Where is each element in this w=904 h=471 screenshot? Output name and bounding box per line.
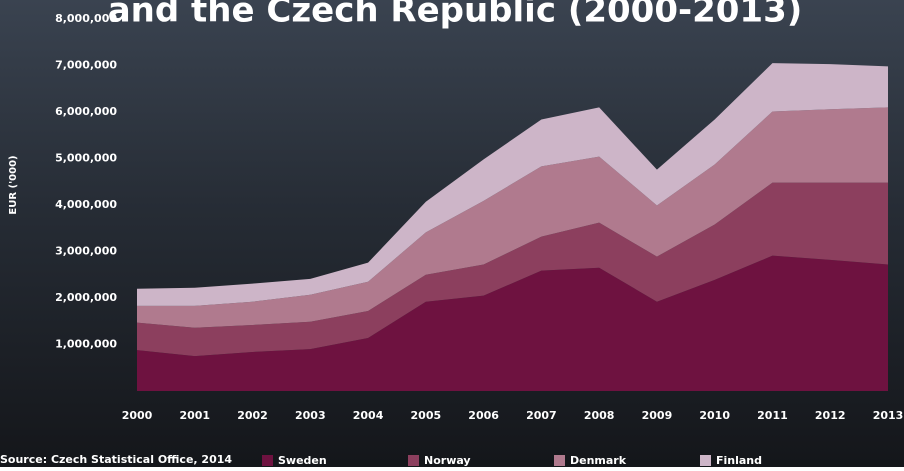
legend-swatch — [554, 455, 565, 466]
x-tick-label: 2010 — [699, 409, 730, 422]
legend-swatch — [262, 455, 273, 466]
y-tick-label: 2,000,000 — [55, 291, 117, 304]
x-tick-label: 2002 — [237, 409, 268, 422]
y-tick-label: 5,000,000 — [55, 152, 117, 165]
x-tick-label: 2013 — [873, 409, 904, 422]
x-tick-label: 2005 — [411, 409, 442, 422]
page: {"chart_data": {"type": "stacked-area", … — [0, 0, 904, 467]
legend-label: Finland — [716, 454, 762, 467]
x-tick-label: 2008 — [584, 409, 615, 422]
x-tick-label: 2004 — [353, 409, 384, 422]
chart: and the Czech Republic (2000-2013) EUR (… — [0, 0, 904, 467]
x-tick-label: 2003 — [295, 409, 326, 422]
legend-label: Sweden — [278, 454, 327, 467]
source: Source: Czech Statistical Office, 2014 — [0, 453, 232, 466]
x-tick-label: 2007 — [526, 409, 557, 422]
legend-label: Denmark — [570, 454, 627, 467]
y-axis-title: EUR ('000) — [8, 155, 19, 214]
legend-swatch — [408, 455, 419, 466]
y-tick-label: 4,000,000 — [55, 198, 117, 211]
x-tick-label: 2001 — [179, 409, 210, 422]
y-tick-label: 6,000,000 — [55, 105, 117, 118]
x-tick-label: 2011 — [757, 409, 788, 422]
x-tick-label: 2012 — [815, 409, 846, 422]
x-tick-label: 2000 — [122, 409, 153, 422]
y-tick-label: 8,000,000 — [55, 12, 117, 25]
legend-swatch — [700, 455, 711, 466]
x-tick-label: 2006 — [468, 409, 499, 422]
y-tick-label: 3,000,000 — [55, 245, 117, 258]
y-tick-label: 1,000,000 — [55, 338, 117, 351]
y-tick-label: 7,000,000 — [55, 59, 117, 72]
chart-title: and the Czech Republic (2000-2013) — [108, 0, 803, 31]
x-tick-label: 2009 — [642, 409, 673, 422]
legend-label: Norway — [424, 454, 471, 467]
